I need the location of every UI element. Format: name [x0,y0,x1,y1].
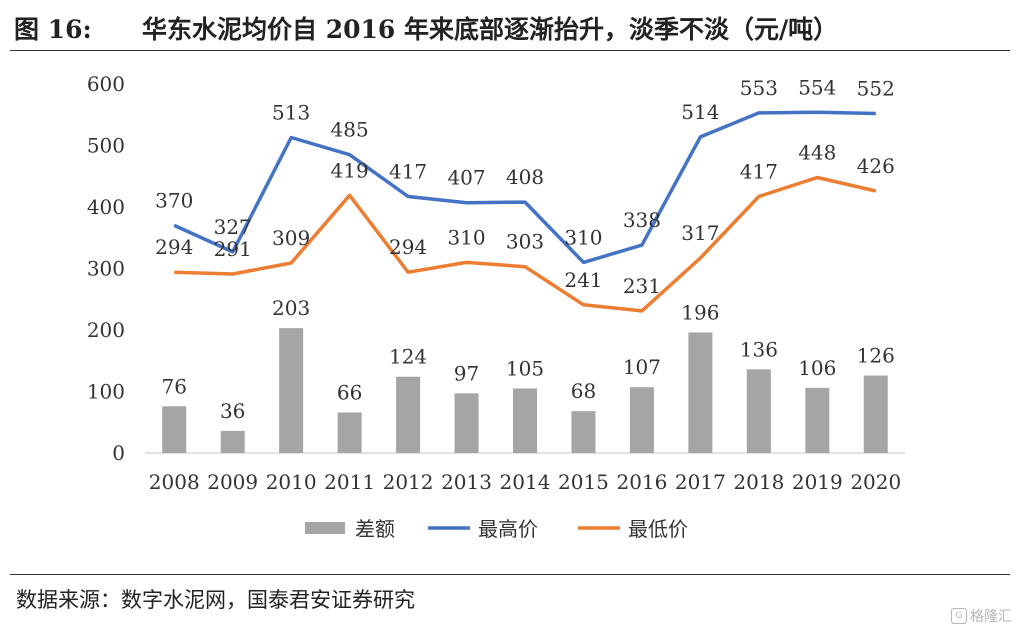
high-price-data-label: 327 [214,215,252,239]
y-tick-label: 600 [87,72,125,96]
y-tick-label: 300 [87,257,125,281]
bar-data-label: 106 [798,356,836,380]
low-price-data-label: 303 [506,230,544,254]
high-price-data-label: 417 [389,160,427,184]
x-tick-label: 2012 [383,470,434,494]
bar [629,387,654,453]
bar [513,388,537,453]
y-tick-label: 500 [87,134,125,158]
watermark-text: 格隆汇 [970,609,1012,625]
x-tick-label: 2008 [149,470,200,494]
bar [688,332,713,453]
low-price-data-label: 309 [272,226,310,250]
low-price-data-label: 294 [389,235,427,259]
high-price-data-label: 408 [506,165,544,189]
bar [746,369,771,453]
x-tick-label: 2015 [558,470,609,494]
y-tick-label: 200 [87,318,125,342]
watermark-logo-icon: G [951,608,967,624]
low-price-data-label: 310 [447,225,485,249]
figure-number: 图 16: [14,15,92,44]
bar-data-label: 105 [506,356,544,380]
figure-title: 图 16: 华东水泥均价自 2016 年来底部逐渐抬升，淡季不淡（元/吨） [14,10,1006,46]
low-price-data-label: 419 [331,158,369,182]
bar-data-label: 76 [162,374,187,398]
x-tick-label: 2009 [207,470,258,494]
bar [279,328,304,453]
bar-data-label: 68 [571,379,596,403]
bar-data-label: 66 [337,380,362,404]
bar [454,393,479,453]
bar-data-label: 124 [389,345,427,369]
bar [220,430,245,453]
x-tick-label: 2020 [850,470,901,494]
bar-data-label: 126 [857,344,895,368]
bar-data-label: 97 [454,361,479,385]
legend-bar-swatch [305,522,345,534]
source-note: 数据来源：数字水泥网，国泰君安证券研究 [16,588,415,612]
low-price-data-label: 317 [681,221,719,245]
high-price-data-label: 310 [564,225,602,249]
bar [162,406,187,453]
figure-title-text: 华东水泥均价自 2016 年来底部逐渐抬升，淡季不淡（元/吨） [142,15,839,44]
bar-data-label: 36 [220,399,245,423]
low-price-data-label: 426 [857,154,895,178]
high-price-data-label: 554 [798,75,836,99]
high-price-data-label: 485 [331,118,369,142]
bar-data-label: 203 [272,296,310,320]
high-price-data-label: 407 [447,166,485,190]
high-price-data-label: 553 [740,76,778,100]
low-price-line [174,175,877,313]
bar [571,411,596,453]
x-tick-label: 2019 [792,470,843,494]
high-price-data-label: 370 [155,188,193,212]
legend-label: 最低价 [628,517,688,541]
title-divider [10,50,1010,51]
x-tick-label: 2011 [324,470,375,494]
bar-data-label: 107 [623,355,661,379]
bar [337,412,362,453]
low-price-data-label: 448 [798,140,836,164]
low-price-data-label: 294 [155,235,193,259]
bar [863,375,888,453]
legend-label: 最高价 [478,517,538,541]
high-price-line [173,110,876,265]
x-tick-label: 2010 [266,470,317,494]
x-tick-label: 2014 [500,470,551,494]
y-tick-label: 0 [112,441,125,465]
high-price-data-label: 338 [623,208,661,232]
high-price-data-label: 513 [272,101,310,125]
bar-data-label: 196 [681,300,719,324]
x-tick-label: 2017 [675,470,726,494]
x-tick-label: 2018 [733,470,784,494]
x-tick-label: 2013 [441,470,492,494]
high-price-data-label: 514 [681,100,719,124]
low-price-data-label: 231 [623,274,661,298]
low-price-data-label: 291 [214,237,252,261]
low-price-data-label: 417 [740,160,778,184]
source-divider [10,574,1010,575]
bar [805,387,830,453]
y-tick-label: 100 [87,380,125,404]
bar-data-label: 136 [740,337,778,361]
y-tick-label: 400 [87,195,125,219]
high-price-data-label: 552 [857,77,895,101]
low-price-data-label: 241 [564,268,602,292]
legend-label: 差额 [355,517,395,541]
x-tick-label: 2016 [616,470,667,494]
watermark: G 格隆汇 [951,606,1012,626]
bar [396,376,421,453]
